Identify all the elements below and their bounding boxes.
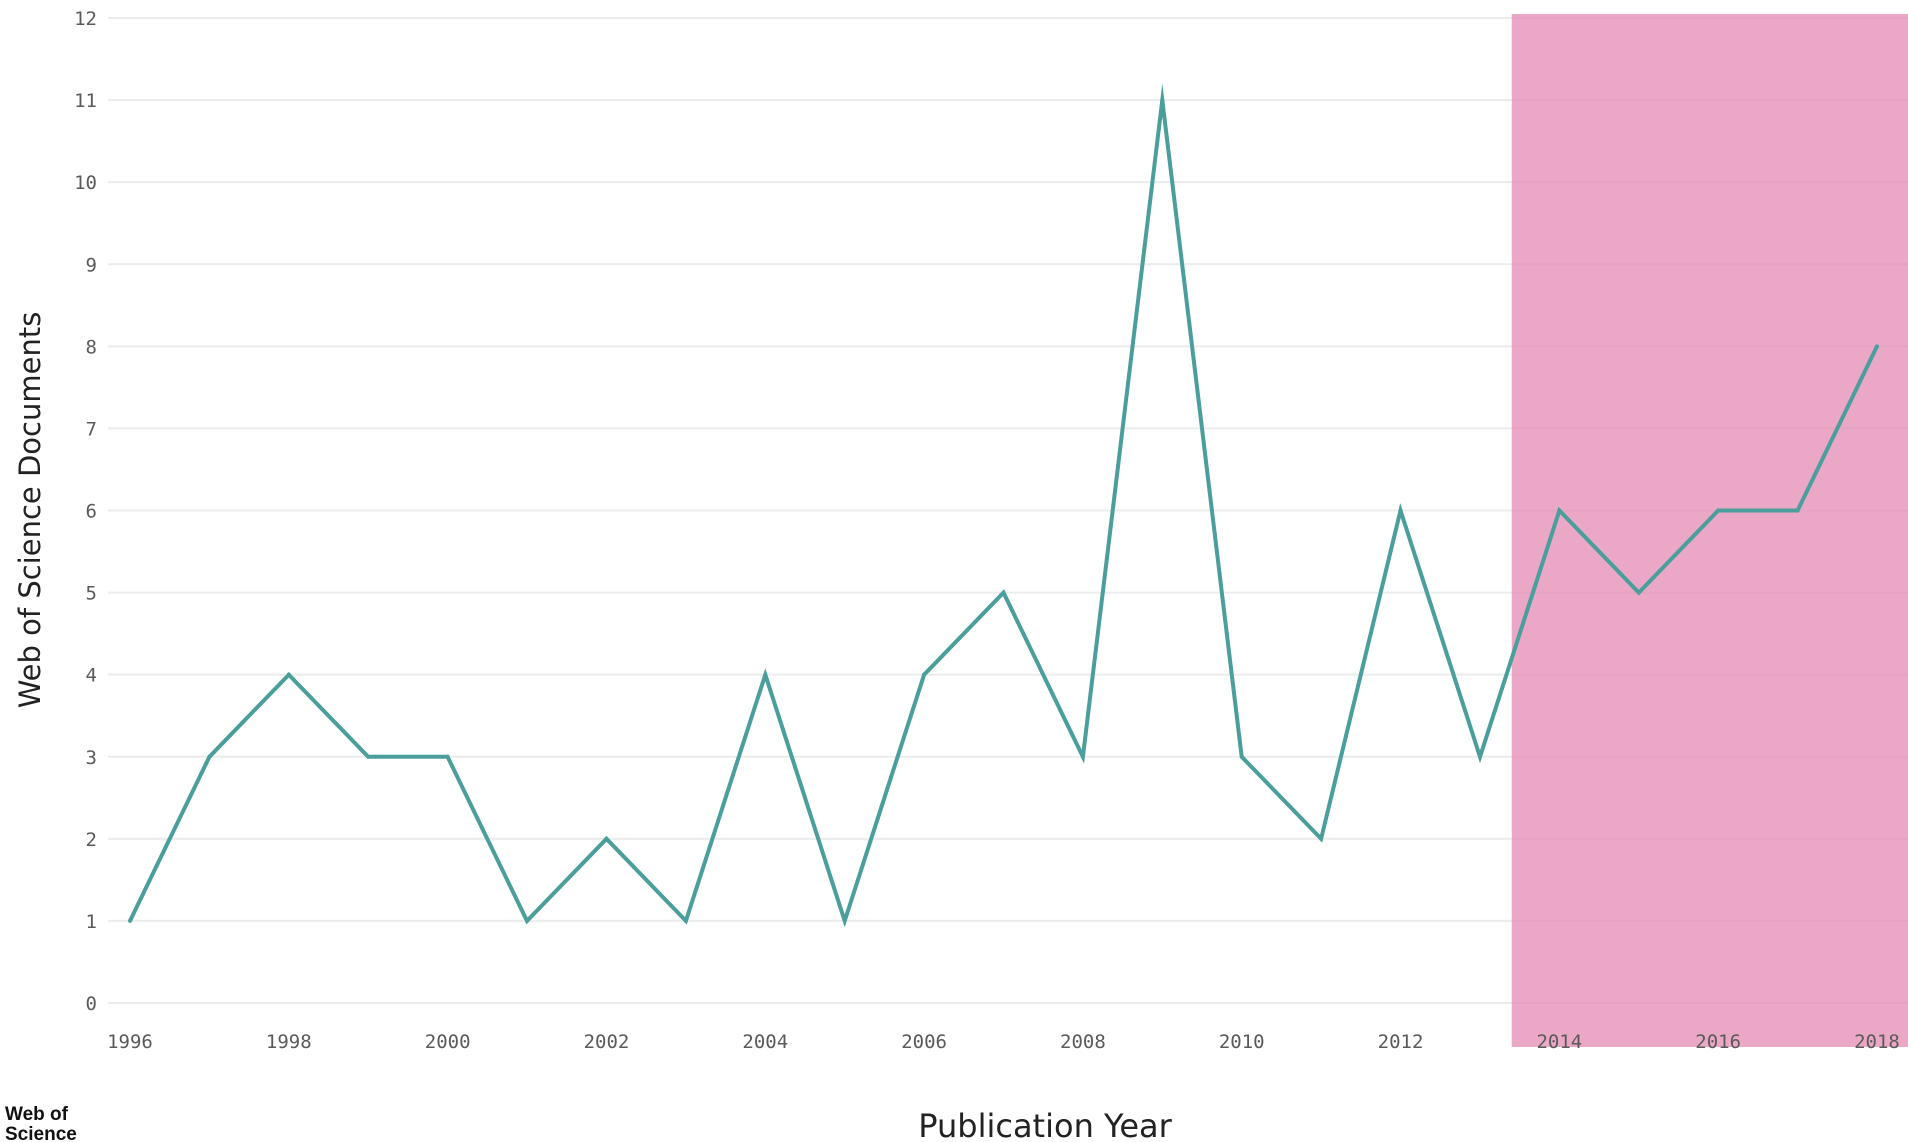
y-tick-label: 12 xyxy=(74,8,97,30)
highlight-band-layer xyxy=(1511,14,1908,1047)
data-point xyxy=(1875,344,1879,349)
y-tick-label: 5 xyxy=(86,583,97,605)
x-tick-label: 2002 xyxy=(584,1031,630,1053)
web-of-science-logo: Web of Science xyxy=(5,1104,77,1142)
data-point xyxy=(445,754,450,759)
data-point xyxy=(922,672,927,677)
data-point xyxy=(1239,754,1244,759)
x-tick-label: 2006 xyxy=(901,1031,947,1053)
series-layer xyxy=(128,83,1879,928)
y-tick-label: 4 xyxy=(86,665,97,687)
data-point xyxy=(525,918,530,923)
x-tick-label: 2010 xyxy=(1219,1031,1265,1053)
data-point xyxy=(1160,98,1165,103)
data-point xyxy=(1795,508,1800,513)
x-tick-label: 2018 xyxy=(1854,1031,1900,1053)
y-tick-label: 10 xyxy=(74,172,97,194)
data-point xyxy=(1477,754,1482,759)
data-point xyxy=(128,918,132,923)
y-tick-label: 9 xyxy=(86,254,97,276)
x-tick-labels: 1996 1998 2000 2002 2004 2006 2008 2010 2012 2014… xyxy=(107,1031,1900,1053)
x-tick-label: 2008 xyxy=(1060,1031,1106,1053)
data-point xyxy=(842,918,847,923)
y-tick-label: 1 xyxy=(86,911,97,933)
y-tick-label: 2 xyxy=(86,829,97,851)
svg-text:Science: Science xyxy=(5,1124,77,1142)
y-tick-label: 11 xyxy=(74,90,97,112)
y-tick-label: 0 xyxy=(86,993,97,1015)
data-point xyxy=(1001,590,1006,595)
data-point xyxy=(207,754,212,759)
y-tick-label: 7 xyxy=(86,418,97,440)
y-tick-label: 8 xyxy=(86,336,97,358)
svg-text:Web of: Web of xyxy=(5,1104,69,1125)
data-point xyxy=(366,754,371,759)
x-tick-label: 1998 xyxy=(266,1031,312,1053)
x-tick-label: 2012 xyxy=(1378,1031,1424,1053)
x-tick-label: 2004 xyxy=(742,1031,788,1053)
data-point xyxy=(1398,508,1403,513)
data-point xyxy=(1080,754,1085,759)
data-point xyxy=(1557,508,1562,513)
y-tick-label: 6 xyxy=(86,501,97,523)
x-tick-label: 1996 xyxy=(107,1031,153,1053)
data-point xyxy=(286,672,291,677)
y-tick-label: 3 xyxy=(86,747,97,769)
x-axis-title: Publication Year xyxy=(918,1107,1172,1142)
x-tick-label: 2000 xyxy=(425,1031,471,1053)
data-point xyxy=(1319,836,1324,841)
data-point xyxy=(683,918,688,923)
data-point xyxy=(1636,590,1641,595)
data-point xyxy=(763,672,768,677)
x-tick-label: 2016 xyxy=(1695,1031,1741,1053)
y-axis-title: Web of Science Documents xyxy=(13,312,47,709)
highlight-band xyxy=(1511,14,1908,1047)
data-point xyxy=(1716,508,1721,513)
x-tick-label: 2014 xyxy=(1536,1031,1582,1053)
data-point xyxy=(604,836,609,841)
